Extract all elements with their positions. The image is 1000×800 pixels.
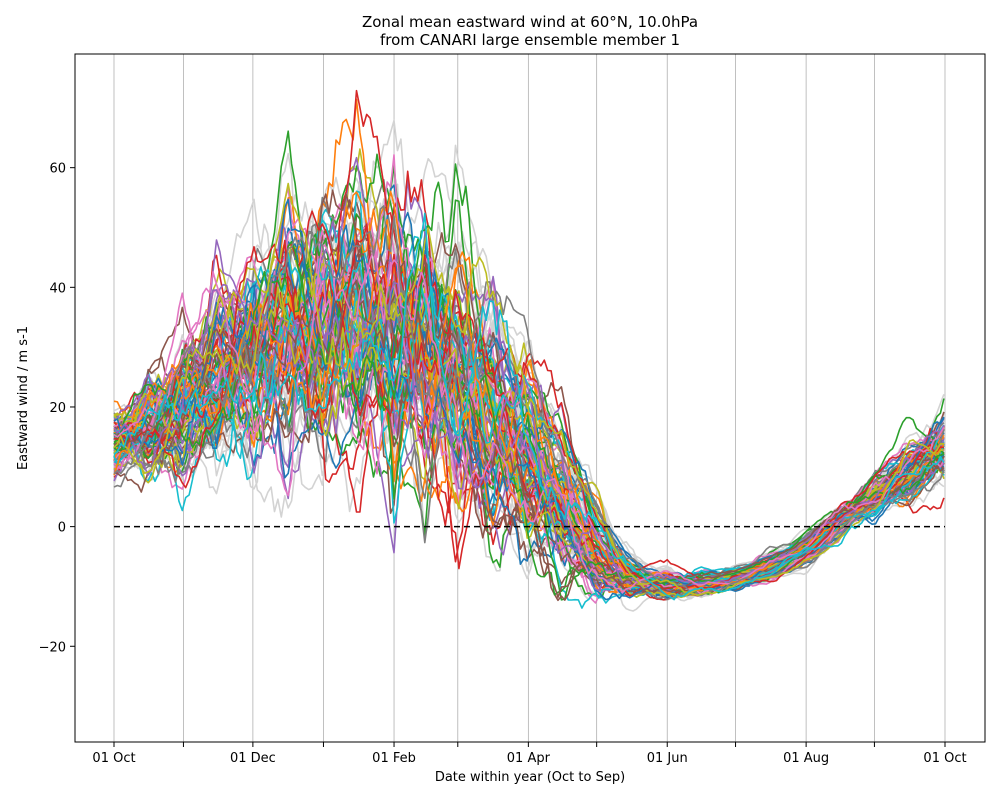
x-tick-label-2: 01 Feb (372, 751, 416, 766)
plot-area (74, 53, 986, 743)
ensemble-member-line (113, 182, 944, 597)
y-axis-label: Eastward wind / m s-1 (16, 326, 31, 470)
x-axis: 01 Oct 01 Dec 01 Feb 01 Apr 01 Jun 01 Aug 01 O… (92, 742, 967, 766)
ensemble-member-line (113, 264, 945, 595)
ensemble-member-line (113, 163, 945, 596)
x-tick-label-1: 01 Dec (230, 751, 276, 766)
chart-subtitle: from CANARI large ensemble member 1 (380, 31, 680, 49)
x-tick-label-4: 01 Jun (647, 751, 688, 766)
ensemble-member-line (113, 212, 945, 601)
x-tick-label-6: 01 Oct (923, 751, 966, 766)
y-tick-label-4: 60 (49, 162, 66, 177)
ensemble-member-line (113, 223, 945, 591)
y-tick-label-1: 0 (58, 521, 66, 536)
ensemble-member-line (113, 254, 945, 594)
axes-frame (74, 53, 986, 743)
y-tick-label-0: −20 (39, 640, 66, 655)
x-tick-label-5: 01 Aug (783, 751, 829, 766)
x-tick-label-0: 01 Oct (92, 751, 135, 766)
x-axis-label: Date within year (Oct to Sep) (435, 770, 625, 785)
x-tick-label-3: 01 Apr (507, 751, 551, 766)
ensemble-member-line (113, 259, 945, 585)
y-axis: −20 0 20 40 60 (39, 162, 75, 655)
chart-title: Zonal mean eastward wind at 60°N, 10.0hP… (362, 13, 698, 31)
y-tick-label-2: 20 (49, 401, 66, 416)
ensemble-member-line (113, 249, 945, 602)
y-tick-label-3: 40 (49, 281, 66, 296)
ensemble-member-line (113, 239, 945, 586)
